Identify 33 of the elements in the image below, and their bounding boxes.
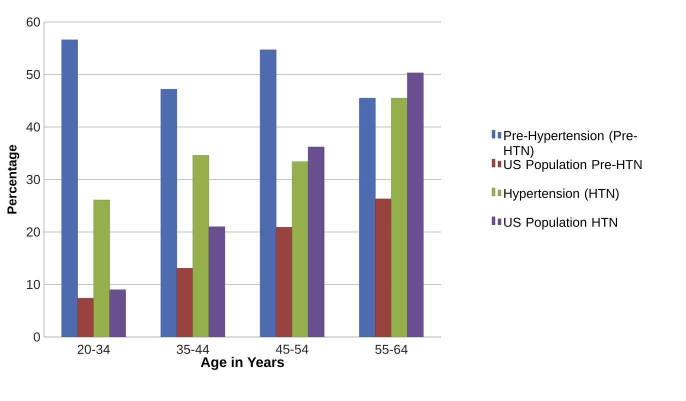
bar	[308, 146, 324, 337]
x-tick-label: 35-44	[176, 344, 210, 354]
x-tick-label: 55-64	[375, 344, 408, 354]
bar	[208, 226, 226, 337]
bar	[77, 298, 94, 337]
bar	[407, 72, 424, 337]
x-tick-label: 20-34	[78, 344, 110, 354]
y-axis-title: Percentage	[7, 144, 20, 214]
y-tick-label: 10	[27, 280, 40, 290]
bar	[176, 268, 194, 337]
bar	[391, 98, 408, 337]
bar	[292, 161, 308, 337]
bar	[93, 200, 110, 337]
x-tick-label: 45-54	[276, 344, 308, 354]
bar	[276, 227, 292, 337]
y-tick-label: 20	[26, 227, 40, 237]
legend-label: Hypertension (HTN)	[504, 188, 619, 201]
bar	[359, 98, 376, 337]
x-axis-title: Age in Years	[200, 356, 284, 370]
bar	[61, 40, 78, 337]
y-tick-label: 50	[26, 70, 40, 80]
bar	[192, 155, 210, 337]
bar	[260, 50, 276, 337]
y-tick-label: 30	[26, 174, 40, 184]
y-tick-label: 0	[34, 332, 40, 342]
legend-label: US Population Pre-HTN	[504, 160, 642, 172]
legend-label: US Population HTN	[504, 217, 617, 230]
bar	[109, 290, 126, 337]
legend-label: Pre-Hypertension (Pre-HTN)	[504, 130, 637, 158]
y-tick-label: 40	[26, 122, 40, 132]
bar	[160, 89, 178, 337]
y-tick-label: 60	[26, 17, 40, 27]
bar	[375, 198, 392, 337]
